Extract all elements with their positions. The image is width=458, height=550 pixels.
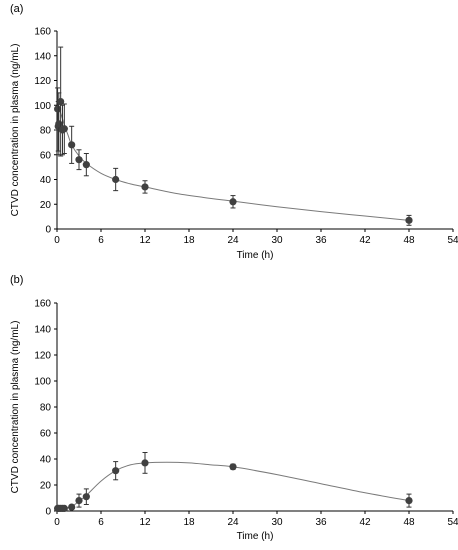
x-tick-label: 12 <box>139 517 151 528</box>
data-point <box>60 504 68 512</box>
panel-label: (a) <box>10 3 23 15</box>
x-tick-label: 12 <box>139 235 151 246</box>
x-tick-label: 24 <box>227 517 239 528</box>
data-point <box>60 125 68 133</box>
data-point <box>229 463 237 471</box>
y-tick-label: 40 <box>40 455 52 466</box>
x-tick-label: 54 <box>447 235 458 246</box>
x-axis-label: Time (h) <box>237 531 274 542</box>
data-point <box>82 161 90 169</box>
data-point <box>112 467 120 475</box>
y-tick-label: 160 <box>34 299 51 310</box>
data-point <box>141 459 149 467</box>
y-tick-label: 60 <box>40 150 52 161</box>
y-tick-label: 80 <box>40 126 52 137</box>
x-tick-label: 0 <box>54 235 60 246</box>
data-point <box>55 120 63 128</box>
y-tick-label: 120 <box>34 351 51 362</box>
y-tick-label: 100 <box>34 101 51 112</box>
x-tick-label: 42 <box>359 235 371 246</box>
x-tick-label: 6 <box>98 517 104 528</box>
data-point <box>75 156 83 164</box>
y-tick-label: 100 <box>34 377 51 388</box>
chart-panel-a: (a) 0 20 40 60 80 100 120 140 160 0 6 12 18 24 30 36 42 48… <box>10 3 458 261</box>
x-tick-label: 48 <box>403 235 415 246</box>
panel-label: (b) <box>10 274 23 286</box>
data-point <box>75 497 83 505</box>
data-point <box>112 175 120 184</box>
x-tick-label: 36 <box>315 235 327 246</box>
x-tick-label: 36 <box>315 517 327 528</box>
x-tick-label: 0 <box>54 517 60 528</box>
y-axis-label: CTVD concentration in plasma (ng/mL) <box>10 321 21 494</box>
data-point <box>68 503 76 511</box>
y-tick-label: 160 <box>34 27 51 38</box>
y-tick-label: 120 <box>34 76 51 87</box>
data-point <box>141 183 149 191</box>
y-tick-label: 20 <box>40 481 52 492</box>
y-tick-label: 40 <box>40 175 52 186</box>
data-point <box>68 141 76 149</box>
x-tick-label: 30 <box>271 235 283 246</box>
y-tick-label: 80 <box>40 403 52 414</box>
y-tick-label: 60 <box>40 429 52 440</box>
y-tick-label: 140 <box>34 325 51 336</box>
x-tick-label: 30 <box>271 517 283 528</box>
x-tick-label: 18 <box>183 235 195 246</box>
data-point <box>405 216 413 224</box>
data-point <box>57 97 65 106</box>
data-point <box>53 105 62 113</box>
y-tick-label: 0 <box>45 225 51 236</box>
data-point <box>229 198 237 206</box>
y-tick-label: 140 <box>34 51 51 62</box>
x-tick-label: 48 <box>403 517 415 528</box>
data-point <box>82 493 90 501</box>
x-tick-label: 24 <box>227 235 239 246</box>
y-axis-label: CTVD concentration in plasma (ng/mL) <box>10 44 21 217</box>
x-tick-label: 54 <box>447 517 458 528</box>
x-axis-label: Time (h) <box>237 250 274 261</box>
chart-panel-b: (b) 0 20 40 60 80 100 120 140 160 0 6 12 18 24 30 36 42 48… <box>10 274 458 542</box>
data-point <box>405 497 413 505</box>
y-tick-label: 0 <box>45 507 51 518</box>
x-tick-label: 18 <box>183 517 195 528</box>
y-tick-label: 20 <box>40 200 52 211</box>
x-tick-label: 6 <box>98 235 104 246</box>
x-tick-label: 42 <box>359 517 371 528</box>
